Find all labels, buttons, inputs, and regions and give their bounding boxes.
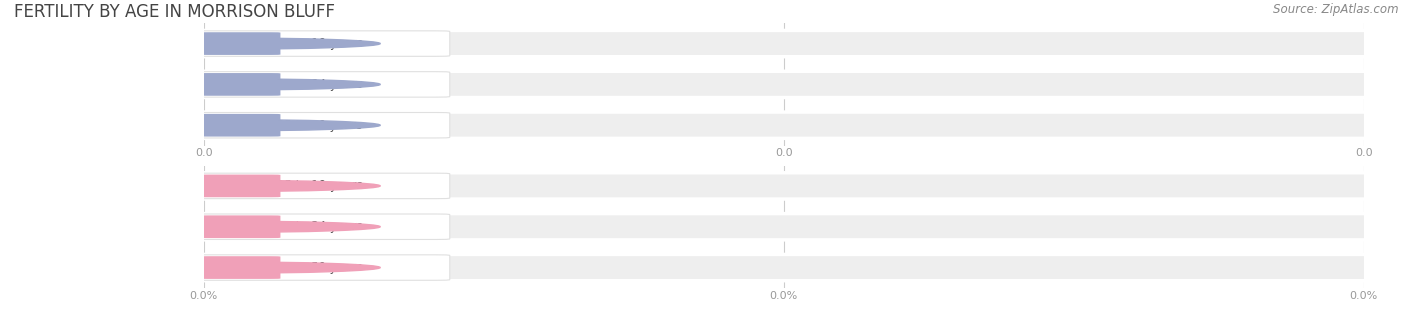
Circle shape — [55, 119, 380, 131]
Text: 15 to 19 years: 15 to 19 years — [277, 37, 363, 50]
Circle shape — [55, 221, 380, 232]
FancyBboxPatch shape — [190, 112, 1378, 138]
FancyBboxPatch shape — [190, 214, 450, 239]
FancyBboxPatch shape — [190, 255, 1378, 281]
Text: 0.0%: 0.0% — [224, 222, 254, 232]
FancyBboxPatch shape — [190, 173, 450, 199]
Text: 0.0: 0.0 — [229, 120, 249, 130]
FancyBboxPatch shape — [190, 173, 1378, 199]
Text: 35 to 50 years: 35 to 50 years — [277, 119, 363, 132]
Circle shape — [55, 38, 380, 49]
FancyBboxPatch shape — [198, 256, 280, 279]
FancyBboxPatch shape — [190, 30, 1378, 57]
Text: 20 to 34 years: 20 to 34 years — [277, 220, 363, 233]
Circle shape — [55, 79, 380, 90]
FancyBboxPatch shape — [190, 255, 450, 280]
Text: 20 to 34 years: 20 to 34 years — [277, 78, 363, 91]
FancyBboxPatch shape — [190, 72, 450, 97]
Text: 0.0%: 0.0% — [224, 181, 254, 191]
FancyBboxPatch shape — [198, 32, 280, 55]
Text: 35 to 50 years: 35 to 50 years — [277, 261, 363, 274]
FancyBboxPatch shape — [198, 174, 280, 197]
Text: 0.0: 0.0 — [229, 39, 249, 49]
FancyBboxPatch shape — [198, 73, 280, 96]
Circle shape — [55, 262, 380, 273]
FancyBboxPatch shape — [190, 31, 450, 56]
Text: 15 to 19 years: 15 to 19 years — [277, 179, 363, 192]
Circle shape — [55, 180, 380, 192]
FancyBboxPatch shape — [198, 215, 280, 238]
FancyBboxPatch shape — [190, 213, 1378, 240]
Text: 0.0%: 0.0% — [224, 262, 254, 272]
Text: 0.0: 0.0 — [229, 79, 249, 89]
FancyBboxPatch shape — [190, 71, 1378, 98]
FancyBboxPatch shape — [190, 113, 450, 138]
Text: FERTILITY BY AGE IN MORRISON BLUFF: FERTILITY BY AGE IN MORRISON BLUFF — [14, 3, 335, 21]
FancyBboxPatch shape — [198, 114, 280, 137]
Text: Source: ZipAtlas.com: Source: ZipAtlas.com — [1274, 3, 1399, 16]
